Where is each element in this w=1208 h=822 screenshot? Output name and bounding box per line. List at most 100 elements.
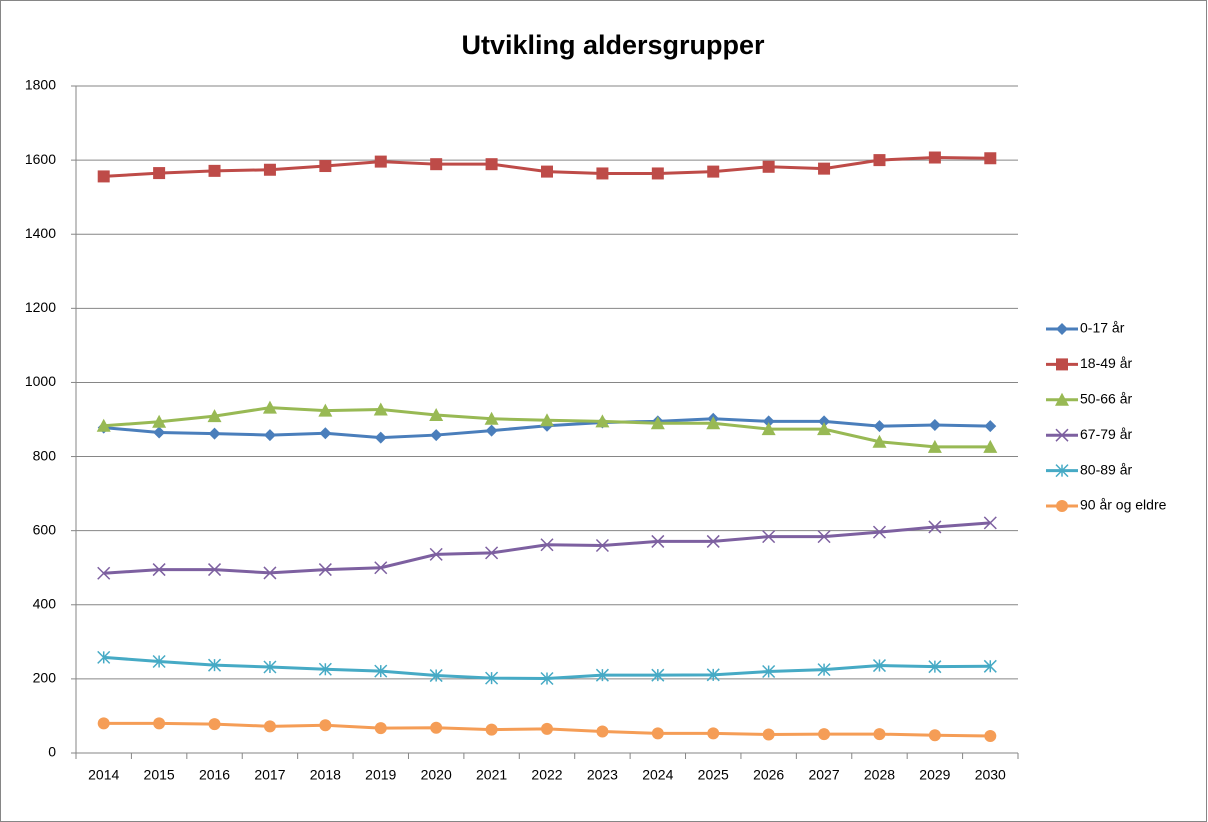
marker [208,718,221,731]
marker [263,720,276,733]
marker [374,722,387,735]
marker [651,167,664,180]
marker [762,728,775,741]
x-tick-label: 2014 [88,767,119,783]
marker [873,728,886,741]
marker [263,163,276,176]
marker [817,530,831,544]
marker [263,429,276,442]
marker [319,160,332,173]
marker [984,420,997,433]
marker [928,520,942,534]
marker [818,415,831,428]
legend-label: 0-17 år [1080,320,1125,336]
marker [430,158,443,171]
marker [373,402,388,416]
marker [595,538,609,553]
legend-label: 80-89 år [1080,461,1132,477]
marker [318,563,332,577]
marker [651,534,665,548]
y-tick-label: 400 [33,595,57,611]
marker [595,668,609,682]
marker [762,160,775,173]
y-tick-label: 1400 [25,225,56,241]
marker [153,426,166,439]
x-tick-label: 2017 [254,767,285,783]
marker [873,420,886,433]
marker [1055,392,1069,406]
legend-label: 67-79 år [1080,426,1132,442]
marker [374,155,387,168]
marker [97,650,111,664]
marker [873,154,886,167]
chart-title: Utvikling aldersgrupper [461,30,765,60]
marker [319,427,332,440]
marker [429,408,444,422]
marker [153,167,166,180]
marker [983,439,998,453]
marker [984,729,997,742]
marker [596,167,609,180]
marker [97,170,110,183]
x-tick-label: 2027 [808,767,839,783]
marker [818,728,831,741]
marker [152,414,167,428]
legend-label: 18-49 år [1080,355,1132,371]
marker [97,717,110,730]
marker [485,546,499,560]
marker [706,416,721,430]
marker [374,561,388,575]
marker [485,671,499,685]
y-tick-label: 1200 [25,299,56,315]
marker [485,424,498,437]
marker [319,719,332,732]
marker [1056,500,1068,512]
x-tick-label: 2024 [642,767,673,783]
marker [872,659,887,673]
marker [97,566,111,580]
x-tick-label: 2021 [476,767,507,783]
marker [263,660,277,674]
marker [706,534,720,548]
marker [761,422,776,436]
marker [207,658,222,672]
marker [1056,323,1068,335]
marker [872,434,887,448]
y-tick-label: 1000 [25,373,56,389]
marker [429,669,443,683]
marker [430,429,443,442]
marker [96,418,111,432]
marker [485,158,498,171]
marker [208,164,221,177]
marker [595,414,610,428]
y-tick-label: 200 [33,670,57,686]
x-tick-label: 2030 [975,767,1006,783]
marker [263,566,277,580]
y-tick-label: 600 [33,521,57,537]
marker [484,411,499,425]
marker [262,400,277,414]
marker [374,664,388,678]
y-tick-label: 800 [33,447,57,463]
marker [541,165,553,178]
marker [928,419,941,432]
marker [153,717,166,730]
x-tick-label: 2028 [864,767,895,783]
marker [318,403,333,417]
marker [928,660,942,674]
x-tick-label: 2022 [531,767,562,783]
marker [1056,358,1068,371]
marker [817,422,832,436]
marker [707,165,720,178]
marker [208,427,221,440]
x-tick-label: 2023 [587,767,618,783]
x-tick-label: 2018 [310,767,341,783]
marker [540,413,554,427]
marker [540,671,554,686]
x-tick-label: 2015 [144,767,175,783]
marker [762,530,776,544]
marker [817,663,831,677]
y-tick-label: 1600 [25,151,56,167]
